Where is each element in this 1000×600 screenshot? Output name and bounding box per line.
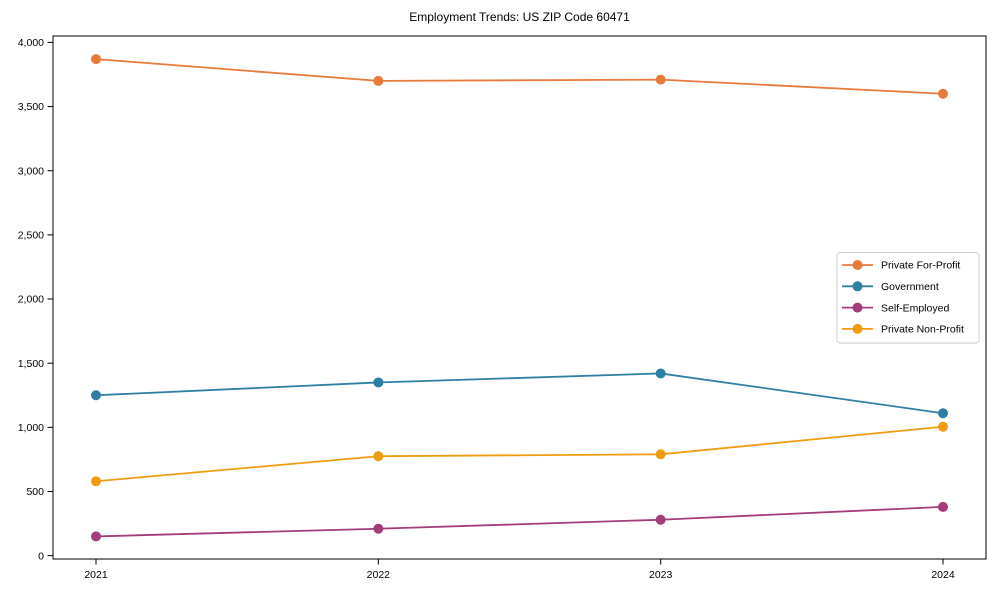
legend-label: Government [881,281,939,293]
y-tick-label: 3,500 [18,101,44,113]
series-government [91,368,948,419]
y-tick-label: 0 [38,550,44,562]
data-point-marker [91,54,101,65]
series-line [95,506,944,538]
plot-border [52,35,987,560]
y-tick-label: 2,000 [18,294,44,306]
data-point-marker [655,449,666,460]
chart-title: Employment Trends: US ZIP Code 60471 [409,10,630,24]
data-point-marker [655,74,666,85]
data-point-marker [373,523,384,534]
legend-marker [852,323,863,334]
legend-item-private-non-profit: Private Non-Profit [842,324,964,336]
x-tick-label: 2023 [649,569,673,581]
x-tick-label: 2022 [367,569,391,581]
series-self-employed [91,501,948,542]
y-tick-label: 1,500 [18,358,44,370]
series-private-for-profit [91,54,948,99]
legend-item-self-employed: Self-Employed [842,302,949,314]
legend-box [836,252,980,344]
data-point-marker [91,390,101,401]
x-tick-label: 2024 [931,569,955,581]
data-point-marker [655,514,666,525]
plot-area: 0 500 1,000 1,500 2,000 2,500 3,000 3,500 4,000 2… [18,35,987,581]
legend-label: Private For-Profit [881,260,960,272]
y-tick-label: 4,000 [18,37,44,49]
data-point-marker [938,421,948,432]
y-tick-label: 2,500 [18,229,44,241]
series-line [95,58,944,95]
data-point-marker [91,531,101,542]
data-point-marker [938,88,948,99]
legend-marker [852,281,863,292]
legend-marker [852,260,863,270]
data-point-marker [373,377,384,388]
data-point-marker [91,476,101,487]
y-tick-label: 3,000 [18,165,44,177]
series-private-non-profit [91,421,948,487]
data-point-marker [373,75,384,86]
data-point-marker [938,501,948,512]
legend-item-private-for-profit: Private For-Profit [842,260,960,272]
legend: Private For-Profit Government Self-Employe… [836,252,980,344]
x-tick-label: 2021 [84,569,108,581]
y-tick-label: 1,000 [18,422,44,434]
data-point-marker [655,368,666,379]
data-point-marker [938,408,948,419]
series-line [95,372,944,415]
y-tick-label: 500 [26,486,44,498]
data-point-marker [373,451,384,462]
series-line [95,425,944,483]
legend-marker [852,302,863,313]
legend-label: Private Non-Profit [881,324,964,336]
legend-label: Self-Employed [881,302,949,314]
legend-item-government: Government [842,281,939,293]
